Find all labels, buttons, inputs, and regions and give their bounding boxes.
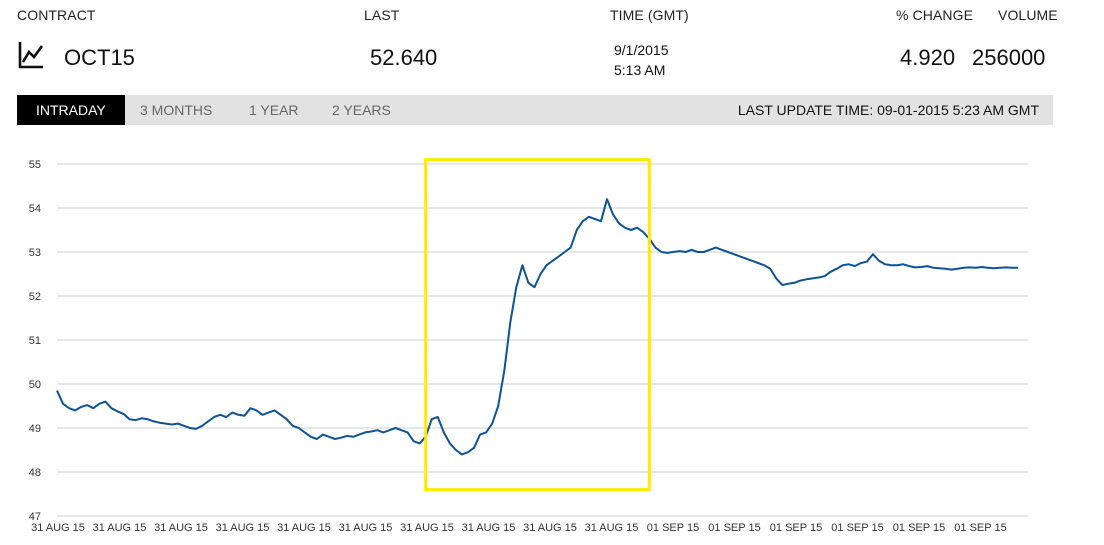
y-tick-label: 50 — [29, 379, 41, 391]
header-volume-label: VOLUME — [998, 7, 1058, 23]
tab-2-years[interactable]: 2 YEARS — [332, 102, 391, 118]
x-tick-label: 31 AUG 15 — [154, 522, 208, 534]
chart-line-icon[interactable] — [17, 40, 45, 70]
x-tick-label: 31 AUG 15 — [523, 522, 577, 534]
x-tick-label: 01 SEP 15 — [708, 522, 760, 534]
x-tick-label: 01 SEP 15 — [647, 522, 699, 534]
x-axis: 31 AUG 15 31 AUG 15 31 AUG 15 31 AUG 15 31 A… — [31, 522, 1007, 534]
y-tick-label: 51 — [29, 335, 41, 347]
quote-time: 5:13 AM — [614, 62, 666, 78]
x-tick-label: 31 AUG 15 — [400, 522, 454, 534]
chart-grid — [57, 163, 1028, 517]
y-tick-label: 53 — [29, 247, 41, 259]
x-tick-label: 31 AUG 15 — [216, 522, 270, 534]
tab-3-months[interactable]: 3 MONTHS — [140, 102, 213, 118]
quote-date: 9/1/2015 — [614, 42, 669, 58]
x-tick-label: 31 AUG 15 — [93, 522, 147, 534]
header-contract-label: CONTRACT — [17, 7, 96, 23]
y-tick-label: 54 — [29, 203, 41, 215]
tab-intraday[interactable]: INTRADAY — [17, 95, 125, 125]
y-tick-label: 49 — [29, 423, 41, 435]
change-value: 4.920 — [900, 45, 956, 70]
tab-1-year[interactable]: 1 YEAR — [249, 102, 299, 118]
x-tick-label: 31 AUG 15 — [31, 522, 85, 534]
x-tick-label: 31 AUG 15 — [585, 522, 639, 534]
x-tick-label: 31 AUG 15 — [462, 522, 516, 534]
x-tick-label: 01 SEP 15 — [770, 522, 822, 534]
header-time-label: TIME (GMT) — [610, 7, 689, 23]
y-tick-label: 55 — [29, 159, 41, 171]
contract-value: OCT15 — [64, 45, 135, 70]
x-tick-label: 01 SEP 15 — [893, 522, 945, 534]
header-last-label: LAST — [364, 7, 400, 23]
last-update-time: LAST UPDATE TIME: 09-01-2015 5:23 AM GMT — [737, 102, 1039, 118]
y-tick-label: 52 — [29, 291, 41, 303]
highlight-box — [424, 158, 651, 492]
last-value: 52.640 — [370, 45, 438, 70]
y-tick-label: 48 — [29, 467, 41, 479]
x-tick-label: 31 AUG 15 — [339, 522, 393, 534]
series-line — [56, 198, 1018, 456]
range-tabs: INTRADAY 3 MONTHS 1 YEAR 2 YEARS LAST UP… — [17, 95, 1053, 125]
x-tick-label: 01 SEP 15 — [831, 522, 883, 534]
volume-value: 256000 — [972, 45, 1046, 70]
x-tick-label: 31 AUG 15 — [277, 522, 331, 534]
y-tick-label: 47 — [29, 511, 41, 523]
x-tick-label: 01 SEP 15 — [954, 522, 1006, 534]
y-axis: 47 48 49 50 51 52 53 54 55 — [29, 159, 41, 523]
header-change-label: % CHANGE — [896, 7, 974, 23]
